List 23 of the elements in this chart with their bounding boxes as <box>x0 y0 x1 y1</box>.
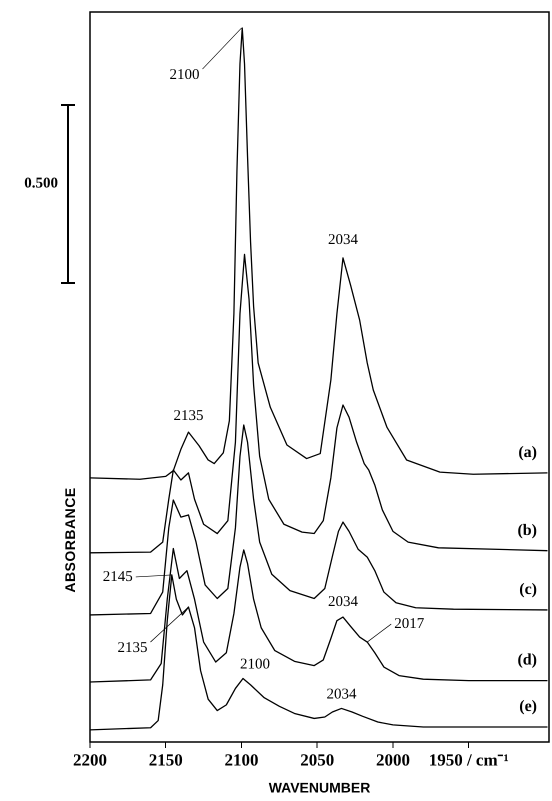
annotation: 2100 <box>240 656 270 672</box>
series-label: (e) <box>519 698 537 716</box>
annotation: 2017 <box>394 616 425 632</box>
text: 0.500 <box>23 176 58 192</box>
annotation: 2034 <box>328 594 358 610</box>
x-tick-label: 2150 <box>148 750 183 770</box>
x-tick-label: 2200 <box>73 750 107 770</box>
series-label: (b) <box>517 522 537 539</box>
x-axis-title: WAVENUMBER <box>268 779 370 796</box>
x-tick-label: 2000 <box>376 750 410 770</box>
annotation: 2145 <box>102 568 133 585</box>
annotation: 2135 <box>173 408 204 424</box>
x-tick-label: 1950 / cm⁻¹ <box>428 750 509 770</box>
x-tick-label: 2100 <box>224 750 258 770</box>
y-axis-title: ABSORBANCE <box>62 487 78 593</box>
annotation: 2034 <box>326 686 357 702</box>
annotation: 2034 <box>328 232 358 248</box>
x-tick-label: 2050 <box>300 750 334 770</box>
series-label: (d) <box>517 652 537 669</box>
series-label: (c) <box>519 581 537 598</box>
annotation: 2100 <box>169 67 200 83</box>
series-label: (a) <box>518 444 537 461</box>
annotation: 2135 <box>117 640 148 656</box>
